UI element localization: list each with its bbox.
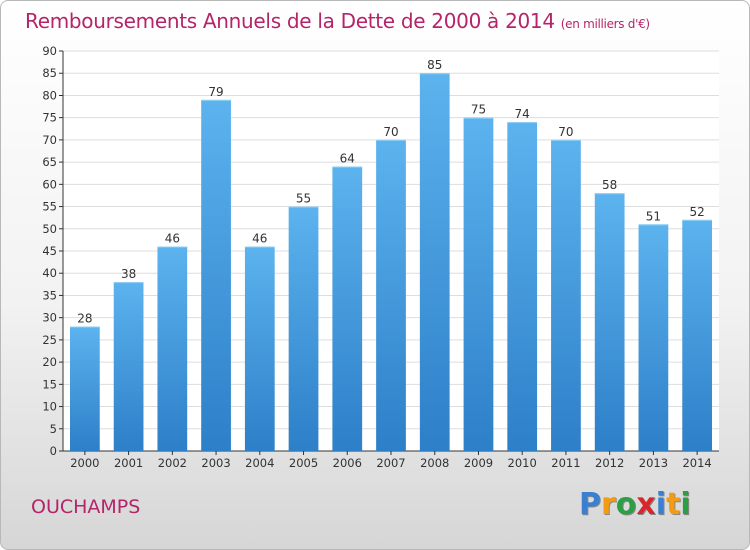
y-tick-label: 15 <box>42 377 57 391</box>
chart-unit-note: (en milliers d'€) <box>560 17 650 31</box>
commune-name: OUCHAMPS <box>31 496 141 518</box>
bar-2004 <box>244 246 275 451</box>
y-tick-label: 70 <box>42 133 57 147</box>
x-tick-label-2000: 2000 <box>70 456 99 470</box>
y-tick-label: 50 <box>42 222 57 236</box>
data-label-2002: 46 <box>165 232 180 246</box>
bar-2010 <box>507 122 538 451</box>
proxiti-logo: Proxiti <box>579 487 691 522</box>
data-label-2003: 79 <box>208 85 223 99</box>
x-tick-label-2011: 2011 <box>551 456 580 470</box>
data-label-2009: 75 <box>471 103 486 117</box>
data-label-2011: 70 <box>558 125 573 139</box>
data-label-2005: 55 <box>296 192 311 206</box>
y-tick-label: 25 <box>42 333 57 347</box>
x-tick-label-2014: 2014 <box>682 456 711 470</box>
bar-2006 <box>332 166 363 452</box>
data-label-2014: 52 <box>689 205 704 219</box>
x-tick-label-2005: 2005 <box>289 456 318 470</box>
chart-title: Remboursements Annuels de la Dette de 20… <box>25 9 650 33</box>
x-tick-label-2004: 2004 <box>245 456 274 470</box>
data-label-2013: 51 <box>646 209 661 223</box>
bar-2001 <box>113 282 144 451</box>
data-label-2010: 74 <box>515 107 530 121</box>
y-tick-label: 75 <box>42 111 57 125</box>
x-tick-label-2013: 2013 <box>639 456 668 470</box>
x-tick-label-2009: 2009 <box>464 456 493 470</box>
x-tick-label-2008: 2008 <box>420 456 449 470</box>
bar-2009 <box>463 117 494 452</box>
logo-letter: i <box>680 487 691 522</box>
y-tick-label: 20 <box>42 355 57 369</box>
data-label-2006: 64 <box>340 152 355 166</box>
x-tick-label-2010: 2010 <box>508 456 537 470</box>
logo-letter: i <box>655 487 667 522</box>
logo-letter: r <box>601 487 616 522</box>
y-tick-label: 60 <box>42 177 57 191</box>
logo-letter: o <box>615 487 637 522</box>
y-tick-label: 90 <box>42 44 57 58</box>
x-tick-label-2002: 2002 <box>158 456 187 470</box>
bar-2007 <box>376 139 406 451</box>
y-tick-label: 35 <box>42 288 57 302</box>
y-tick-label: 85 <box>42 66 57 80</box>
x-tick-label-2007: 2007 <box>376 456 405 470</box>
x-tick-label-2003: 2003 <box>201 456 230 470</box>
y-tick-label: 0 <box>50 444 57 458</box>
chart-title-text: Remboursements Annuels de la Dette de 20… <box>25 9 555 33</box>
bar-2014 <box>682 219 713 451</box>
y-tick-label: 40 <box>42 266 57 280</box>
bar-2011 <box>551 139 581 451</box>
logo-letter: x <box>636 487 656 522</box>
logo-letter: t <box>666 487 681 522</box>
data-label-2007: 70 <box>383 125 398 139</box>
x-tick-label-2012: 2012 <box>595 456 624 470</box>
y-tick-label: 5 <box>50 422 57 436</box>
data-label-2001: 38 <box>121 267 136 281</box>
y-tick-label: 30 <box>42 311 57 325</box>
bar-2003 <box>201 99 231 451</box>
y-tick-label: 55 <box>42 200 57 214</box>
bar-2002 <box>157 246 188 451</box>
y-tick-label: 65 <box>42 155 57 169</box>
bar-2005 <box>288 206 319 451</box>
bar-2000 <box>69 326 100 451</box>
bar-2008 <box>419 73 450 451</box>
data-label-2000: 28 <box>77 312 92 326</box>
x-tick-label-2006: 2006 <box>333 456 362 470</box>
data-label-2012: 58 <box>602 178 617 192</box>
y-tick-label: 10 <box>42 400 57 414</box>
data-label-2004: 46 <box>252 232 267 246</box>
bar-chart: 0 5 10 15 20 25 30 35 40 45 50 55 60 65 70 75 80 85 90 28 20… <box>42 44 719 470</box>
logo-letter: P <box>579 487 601 522</box>
data-label-2008: 85 <box>427 58 442 72</box>
x-tick-label-2001: 2001 <box>114 456 143 470</box>
y-tick-label: 80 <box>42 88 57 102</box>
bar-2013 <box>638 224 669 451</box>
bar-2012 <box>594 193 625 451</box>
y-tick-label: 45 <box>42 244 57 258</box>
